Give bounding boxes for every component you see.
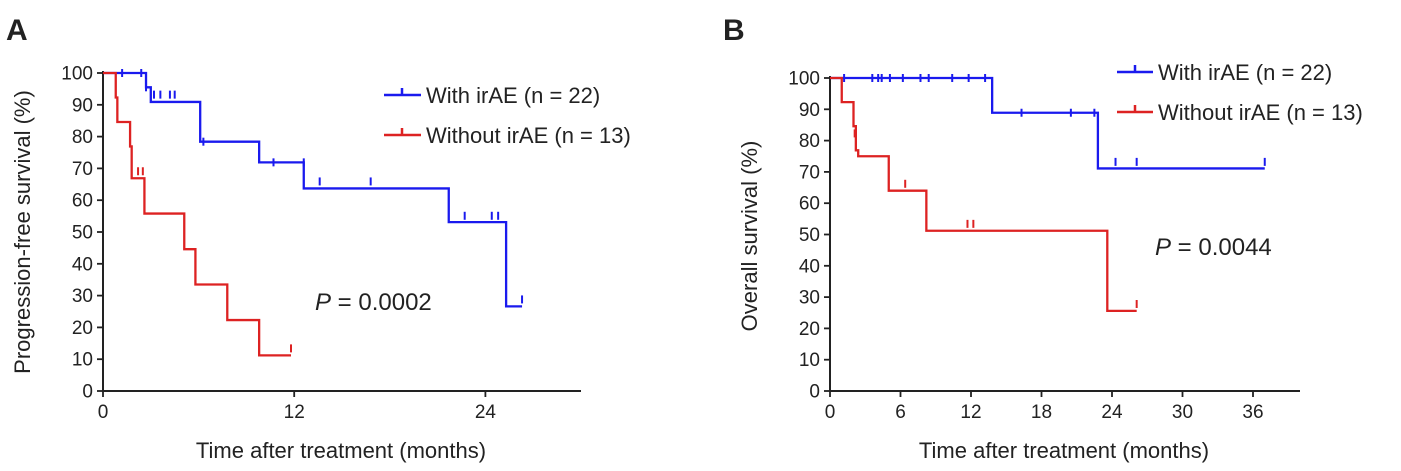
- panel-a-y-tick-label: 90: [72, 95, 93, 116]
- panel-a-x-tick-label: 24: [475, 402, 497, 423]
- panel-a-y-tick-label: 20: [72, 318, 93, 339]
- panel-b-y-tick-label: 50: [799, 225, 820, 246]
- panel-b-legend-without-label: Without irAE (n = 13): [1158, 100, 1363, 125]
- panel-b-x-tick-label: 0: [825, 402, 836, 423]
- panel-b-y-tick-label: 20: [799, 319, 820, 340]
- panel-b-y-tick-label: 30: [799, 288, 820, 309]
- panel-b: B 0 10 20 30 40 50 60 70 80 90 100 0 6 12 18 24 30 36 Tim…: [723, 14, 1363, 463]
- panel-b-y-axis-title: Overall survival (%): [737, 141, 762, 332]
- panel-b-x-tick-label: 30: [1172, 402, 1193, 423]
- panel-a-legend: With irAE (n = 22) Without irAE (n = 13): [384, 83, 631, 148]
- panel-a-x-axis-title: Time after treatment (months): [196, 438, 486, 463]
- panel-a-letter: A: [6, 14, 28, 47]
- panel-a-legend-with-label: With irAE (n = 22): [426, 83, 600, 108]
- panel-a-x-tick-label: 12: [284, 402, 305, 423]
- panel-b-x-tick-label: 36: [1242, 402, 1263, 423]
- panel-b-x-tick-label: 18: [1031, 402, 1052, 423]
- panel-b-legend: With irAE (n = 22) Without irAE (n = 13): [1117, 60, 1363, 125]
- panel-a-series: [103, 69, 524, 357]
- panel-b-legend-with-label: With irAE (n = 22): [1158, 60, 1332, 85]
- panel-b-y-tick-label: 80: [799, 131, 820, 152]
- panel-a-p-value: P = 0.0002: [315, 289, 432, 316]
- panel-b-series: [830, 74, 1266, 313]
- panel-b-y-tick-label: 10: [799, 350, 820, 371]
- panel-b-y-tick-label: 0: [809, 382, 820, 403]
- panel-a-without-curve: [103, 71, 292, 357]
- panel-a-y-tick-label: 40: [72, 254, 93, 275]
- panel-a-y-tick-label: 50: [72, 223, 93, 244]
- panel-a-legend-without-label: Without irAE (n = 13): [426, 123, 631, 148]
- panel-b-with-curve: [830, 76, 1265, 170]
- panel-b-letter: B: [723, 14, 745, 47]
- panel-b-y-tick-label: 70: [799, 162, 820, 183]
- panel-a-y-axis-title: Progression-free survival (%): [10, 90, 35, 374]
- panel-a-y-tick-label: 30: [72, 286, 93, 307]
- panel-b-axes: 0 10 20 30 40 50 60 70 80 90 100 0 6 12 18 24 30 36: [788, 69, 1300, 423]
- panel-a-axes: 0 10 20 30 40 50 60 70 80 90 100 0 12 24: [61, 64, 581, 423]
- panel-a-y-tick-label: 10: [72, 350, 93, 371]
- panel-b-x-tick-label: 12: [960, 402, 981, 423]
- panel-b-x-axis-title: Time after treatment (months): [919, 438, 1209, 463]
- panel-b-p-number: = 0.0044: [1171, 234, 1272, 261]
- panel-b-p-label: P: [1155, 234, 1171, 261]
- panel-b-without-curve: [830, 76, 1137, 313]
- panel-b-y-tick-label: 90: [799, 100, 820, 121]
- panel-b-y-tick-label: 100: [788, 69, 820, 90]
- panel-a-y-tick-label: 0: [82, 382, 93, 403]
- panel-b-x-tick-label: 24: [1101, 402, 1123, 423]
- panel-a-y-tick-label: 80: [72, 127, 93, 148]
- panel-b-p-value: P = 0.0044: [1155, 234, 1272, 261]
- panel-b-y-tick-label: 40: [799, 256, 820, 277]
- panel-a-y-tick-label: 70: [72, 159, 93, 180]
- panel-a-with-curve: [103, 71, 523, 308]
- panel-a-p-label: P: [315, 289, 331, 316]
- panel-a-y-tick-label: 60: [72, 191, 93, 212]
- panel-a-x-tick-label: 0: [98, 402, 109, 423]
- panel-a-p-number: = 0.0002: [331, 289, 432, 316]
- panel-b-y-tick-label: 60: [799, 194, 820, 215]
- panel-a: A 0 10 20 30 40 50 60 70 80 90 100 0 12 24 Time after…: [6, 14, 631, 463]
- panel-b-x-tick-label: 6: [895, 402, 906, 423]
- panel-a-y-tick-label: 100: [61, 64, 93, 85]
